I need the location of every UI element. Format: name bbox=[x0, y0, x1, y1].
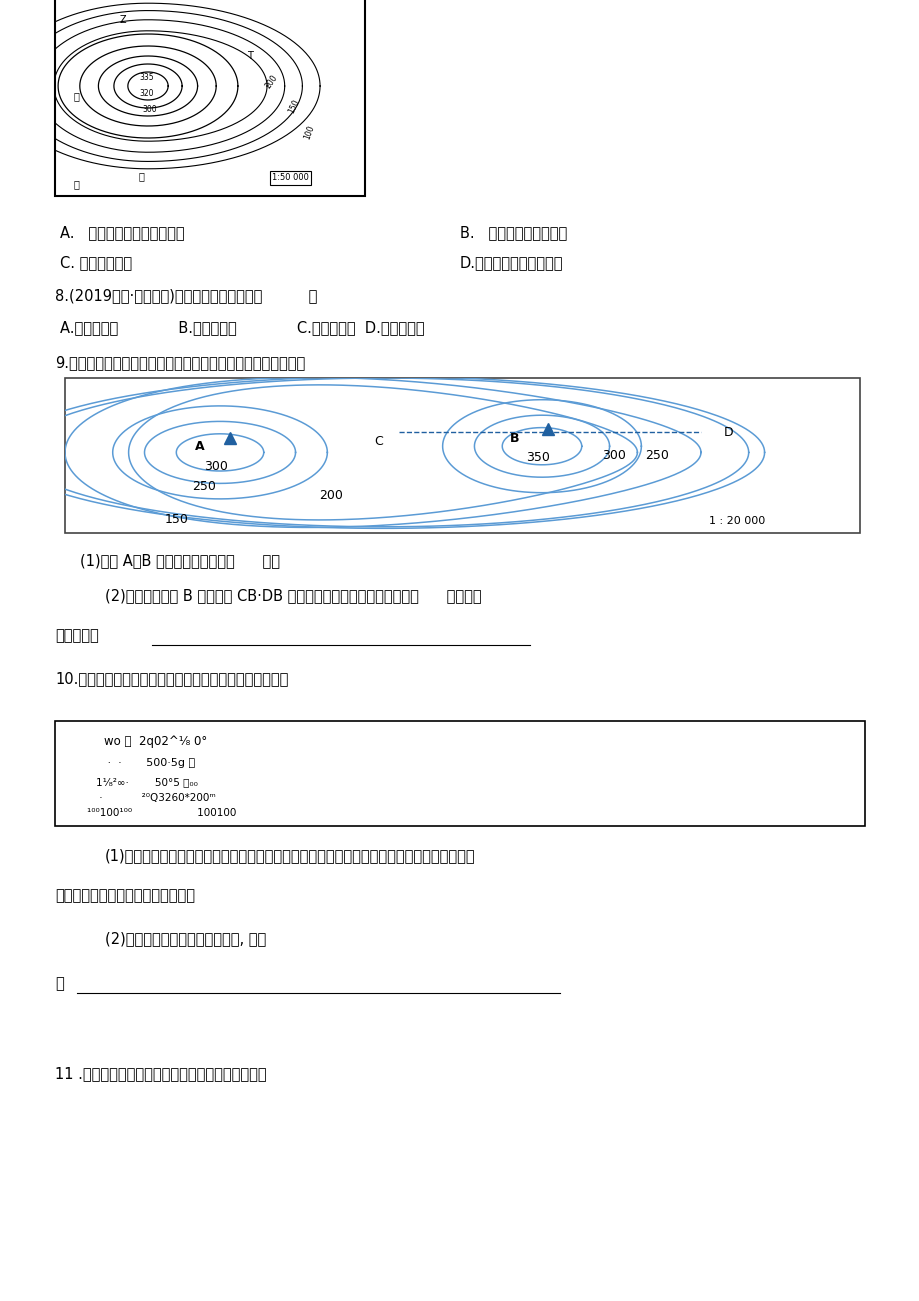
Text: 是: 是 bbox=[55, 977, 63, 991]
Text: 150: 150 bbox=[286, 98, 301, 114]
Text: ·  ·       500·5g 冲: · · 500·5g 冲 bbox=[104, 758, 195, 768]
Text: 335: 335 bbox=[139, 73, 153, 82]
Text: 300: 300 bbox=[142, 105, 157, 114]
Text: 1:50 000: 1:50 000 bbox=[272, 173, 309, 182]
Text: (2)根据等高线，判断这个地形是, 理由: (2)根据等高线，判断这个地形是, 理由 bbox=[105, 932, 266, 947]
Text: 320: 320 bbox=[139, 90, 153, 99]
Text: D.甲处海拔比丁处海拔高: D.甲处海拔比丁处海拔高 bbox=[460, 255, 563, 271]
Text: wo 黑  2q02^¹⁄₈ 0°: wo 黑 2q02^¹⁄₈ 0° bbox=[104, 735, 207, 748]
Text: 丙: 丙 bbox=[74, 91, 80, 101]
Text: 200: 200 bbox=[319, 489, 343, 502]
Text: 250: 250 bbox=[192, 480, 216, 493]
Bar bbox=[55, 0, 365, 196]
Text: D: D bbox=[723, 425, 732, 438]
Text: Z: Z bbox=[119, 16, 127, 25]
Text: ¹⁰⁰100¹⁰⁰                    100100: ¹⁰⁰100¹⁰⁰ 100100 bbox=[87, 808, 236, 818]
Text: 250: 250 bbox=[644, 449, 668, 462]
Text: A: A bbox=[195, 440, 205, 453]
Text: (2)某同学欲攀登 B 高地，有 CB·DB 两条登山路线，其中坡度较缓的是      路线。判: (2)某同学欲攀登 B 高地，有 CB·DB 两条登山路线，其中坡度较缓的是 路… bbox=[105, 588, 482, 604]
Text: 300: 300 bbox=[601, 449, 625, 462]
Bar bbox=[65, 379, 859, 533]
Text: 9.读我省某丘陵的等高线地形图（单位：米），回答下列问题。: 9.读我省某丘陵的等高线地形图（单位：米），回答下列问题。 bbox=[55, 355, 305, 371]
Text: 来，最后在每条等高线上标出海拔。: 来，最后在每条等高线上标出海拔。 bbox=[55, 889, 195, 903]
Text: 断理由是：: 断理由是： bbox=[55, 628, 98, 644]
Text: 丁: 丁 bbox=[139, 170, 144, 181]
Text: ·            ²⁰Q3260*200ᵐ: · ²⁰Q3260*200ᵐ bbox=[96, 792, 215, 803]
Text: 甲: 甲 bbox=[74, 180, 80, 189]
Text: 11 .如图是某区域地形示意图，读图完成下列各题。: 11 .如图是某区域地形示意图，读图完成下列各题。 bbox=[55, 1067, 267, 1081]
Text: (1)尝试绘制等高线：首先经过地形测量获得各点的海拔；把海拔相同的点用光滑的曲线连接起: (1)尝试绘制等高线：首先经过地形测量获得各点的海拔；把海拔相同的点用光滑的曲线… bbox=[105, 848, 475, 864]
Text: 300: 300 bbox=[204, 459, 228, 472]
Text: 100: 100 bbox=[302, 124, 315, 141]
Text: C: C bbox=[374, 435, 383, 448]
Text: B.   丁处的坡度比丙处陡: B. 丁处的坡度比丙处陡 bbox=[460, 225, 567, 241]
Text: 200: 200 bbox=[264, 73, 279, 91]
Text: 150: 150 bbox=[165, 513, 188, 526]
Text: T: T bbox=[247, 51, 253, 61]
Text: 1 : 20 000: 1 : 20 000 bbox=[708, 515, 764, 526]
Text: B: B bbox=[509, 432, 518, 445]
Text: A.   丁处位于丙处的西北方向: A. 丁处位于丙处的西北方向 bbox=[60, 225, 185, 241]
Text: 8.(2019七上·天台月考)浙江省的地形主要是（          ）: 8.(2019七上·天台月考)浙江省的地形主要是（ ） bbox=[55, 289, 317, 303]
Text: (1)比较 A、B 两地高度，较高的是      地。: (1)比较 A、B 两地高度，较高的是 地。 bbox=[80, 553, 279, 569]
Text: 10.读某地各点的海拔图（单位：米），请回答下列问题。: 10.读某地各点的海拔图（单位：米），请回答下列问题。 bbox=[55, 671, 288, 687]
Text: A.高原、山地             B.高原、平原             C.平原、丘陵  D.丘陵、盆地: A.高原、山地 B.高原、平原 C.平原、丘陵 D.丘陵、盆地 bbox=[60, 320, 425, 336]
Text: 350: 350 bbox=[526, 450, 550, 463]
Bar bbox=[55, 721, 864, 826]
Text: 1¹⁄₈²∞·        50°5 嘴₀₀: 1¹⁄₈²∞· 50°5 嘴₀₀ bbox=[96, 777, 198, 787]
Text: C. 丁处位于山脊: C. 丁处位于山脊 bbox=[60, 255, 132, 271]
